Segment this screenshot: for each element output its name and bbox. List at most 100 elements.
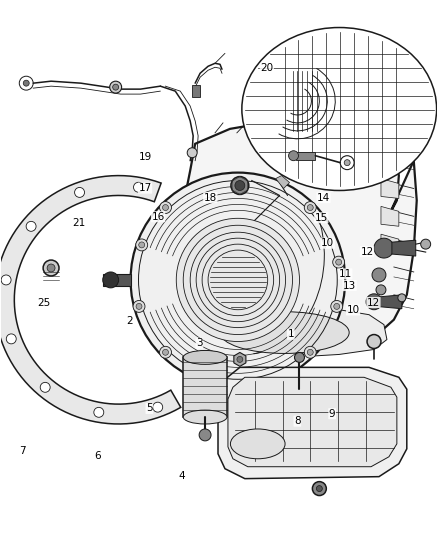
Circle shape (376, 285, 386, 295)
Circle shape (134, 182, 144, 192)
Circle shape (307, 205, 313, 211)
Circle shape (159, 201, 171, 214)
Circle shape (23, 80, 29, 86)
Circle shape (340, 156, 354, 169)
Circle shape (331, 301, 343, 312)
Text: 16: 16 (152, 212, 165, 222)
Text: 4: 4 (179, 471, 185, 481)
Circle shape (231, 176, 249, 195)
Text: 15: 15 (314, 213, 328, 223)
Circle shape (103, 272, 119, 288)
Circle shape (136, 239, 148, 251)
Polygon shape (304, 129, 334, 145)
Text: 20: 20 (260, 63, 273, 74)
Circle shape (153, 402, 162, 412)
Circle shape (235, 181, 245, 190)
Polygon shape (392, 240, 416, 256)
Circle shape (113, 84, 119, 90)
Text: 9: 9 (329, 409, 336, 419)
Circle shape (110, 81, 122, 93)
Circle shape (47, 264, 55, 272)
Text: 6: 6 (94, 451, 100, 461)
Circle shape (398, 294, 406, 302)
Circle shape (199, 429, 211, 441)
Polygon shape (381, 179, 399, 198)
Polygon shape (182, 308, 387, 358)
Text: 25: 25 (37, 297, 51, 308)
Circle shape (374, 238, 394, 258)
Polygon shape (234, 352, 246, 366)
Circle shape (26, 221, 36, 231)
Text: 10: 10 (321, 238, 334, 248)
Text: 17: 17 (138, 183, 152, 193)
Polygon shape (228, 377, 397, 467)
Circle shape (43, 260, 59, 276)
Polygon shape (381, 234, 399, 254)
Circle shape (139, 242, 145, 248)
Polygon shape (296, 152, 315, 160)
Polygon shape (260, 136, 294, 154)
Text: 19: 19 (138, 152, 152, 162)
Ellipse shape (183, 410, 227, 424)
Circle shape (294, 352, 304, 362)
Circle shape (133, 301, 145, 312)
Text: 14: 14 (317, 192, 330, 203)
Ellipse shape (183, 351, 227, 365)
Ellipse shape (220, 312, 349, 353)
Ellipse shape (230, 429, 285, 459)
Circle shape (334, 303, 340, 309)
Text: 3: 3 (196, 338, 203, 348)
Circle shape (237, 357, 243, 362)
Text: 13: 13 (343, 280, 356, 290)
Circle shape (159, 346, 171, 358)
Circle shape (304, 346, 316, 358)
Circle shape (131, 173, 345, 387)
Polygon shape (380, 295, 402, 309)
Circle shape (333, 256, 345, 268)
Text: 12: 12 (367, 297, 380, 308)
Circle shape (367, 335, 381, 349)
Circle shape (19, 76, 33, 90)
Circle shape (136, 303, 142, 309)
Circle shape (372, 268, 386, 282)
Circle shape (162, 349, 169, 356)
Circle shape (312, 482, 326, 496)
Polygon shape (168, 121, 417, 351)
Polygon shape (276, 175, 290, 189)
Text: 8: 8 (294, 416, 300, 426)
Ellipse shape (242, 28, 437, 190)
Polygon shape (0, 175, 181, 424)
Circle shape (336, 259, 342, 265)
Circle shape (421, 239, 431, 249)
Text: 5: 5 (146, 403, 153, 414)
Polygon shape (349, 131, 379, 149)
Circle shape (187, 148, 197, 158)
Circle shape (344, 160, 350, 166)
Circle shape (304, 201, 316, 214)
Circle shape (289, 151, 298, 160)
Polygon shape (218, 367, 407, 479)
Circle shape (307, 349, 313, 356)
Text: 7: 7 (19, 446, 25, 456)
Text: 21: 21 (72, 218, 85, 228)
Circle shape (1, 275, 11, 285)
Polygon shape (192, 85, 200, 97)
Circle shape (74, 188, 85, 197)
Text: 1: 1 (287, 329, 294, 340)
Circle shape (162, 205, 169, 211)
Text: 12: 12 (360, 247, 374, 257)
Text: 11: 11 (339, 269, 352, 279)
Text: 2: 2 (127, 316, 133, 326)
Circle shape (366, 294, 382, 310)
Circle shape (6, 334, 16, 344)
Circle shape (40, 382, 50, 392)
Circle shape (176, 219, 300, 342)
Text: 10: 10 (346, 305, 360, 315)
Text: 18: 18 (204, 192, 217, 203)
Circle shape (316, 486, 322, 491)
Polygon shape (183, 358, 227, 417)
Polygon shape (381, 206, 399, 226)
Polygon shape (103, 274, 131, 286)
Polygon shape (381, 151, 399, 171)
Circle shape (94, 407, 104, 417)
